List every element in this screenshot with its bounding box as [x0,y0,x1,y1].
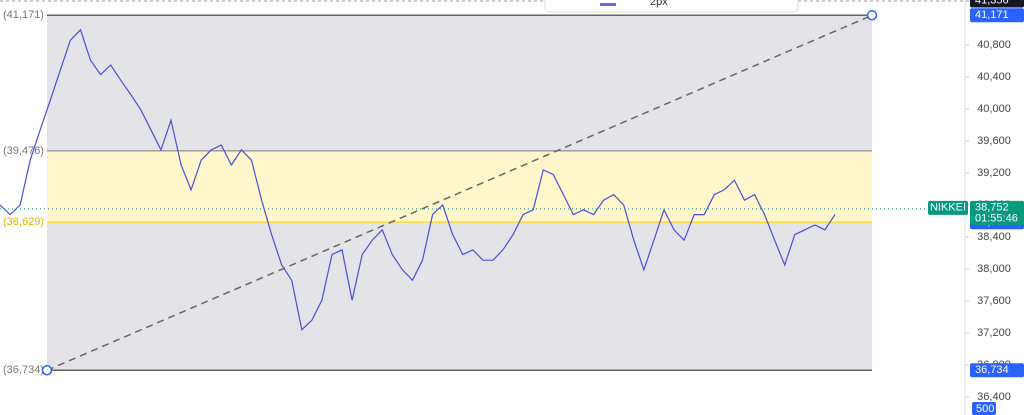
y-tick-label: 37,200 [977,327,1011,339]
y-tick-label: 38,000 [977,263,1011,275]
color-icon[interactable] [600,3,616,6]
zone-label: (38,629) [3,216,44,228]
crosshair-label: 41,356 [975,0,1009,6]
last-price-box [970,200,1024,225]
y-tick-label: 40,400 [977,71,1011,83]
y-tick-label: 38,400 [977,231,1011,243]
y-tick-label: 39,200 [977,167,1011,179]
zone-label: (39,476) [3,145,44,157]
countdown: 01:55:46 [975,213,1018,225]
line-width[interactable]: 2px [650,0,668,8]
handle [866,10,878,21]
zone-label: (41,171) [3,9,44,21]
crosshair-label-box [970,0,1024,8]
symbol-label: NIKKEI [930,202,966,214]
last-price-label: 38,752 [975,202,1009,214]
y-tick-label: 37,600 [977,295,1011,307]
price-line [0,28,836,331]
inner-zone [47,150,872,223]
y-tick-label: 39,600 [977,135,1011,147]
outer-top-price: 41,171 [975,9,1009,21]
y-tick-label: 40,800 [977,39,1011,51]
outer-top-price-box [970,8,1024,23]
y-tick-label: 40,000 [977,103,1011,115]
volume-label: 500 [976,403,994,415]
outer-bottom-price-box [970,363,1024,378]
trend-line [46,14,873,371]
volume-box [972,402,996,415]
outer-bottom-price: 36,734 [975,364,1009,376]
zone-label: (36,734) [3,364,44,376]
symbol-box [928,200,968,215]
y-tick-label: 36,400 [977,391,1011,403]
toolbar-box [544,0,799,13]
toolbar: 2px [544,0,799,13]
handle [41,365,53,376]
